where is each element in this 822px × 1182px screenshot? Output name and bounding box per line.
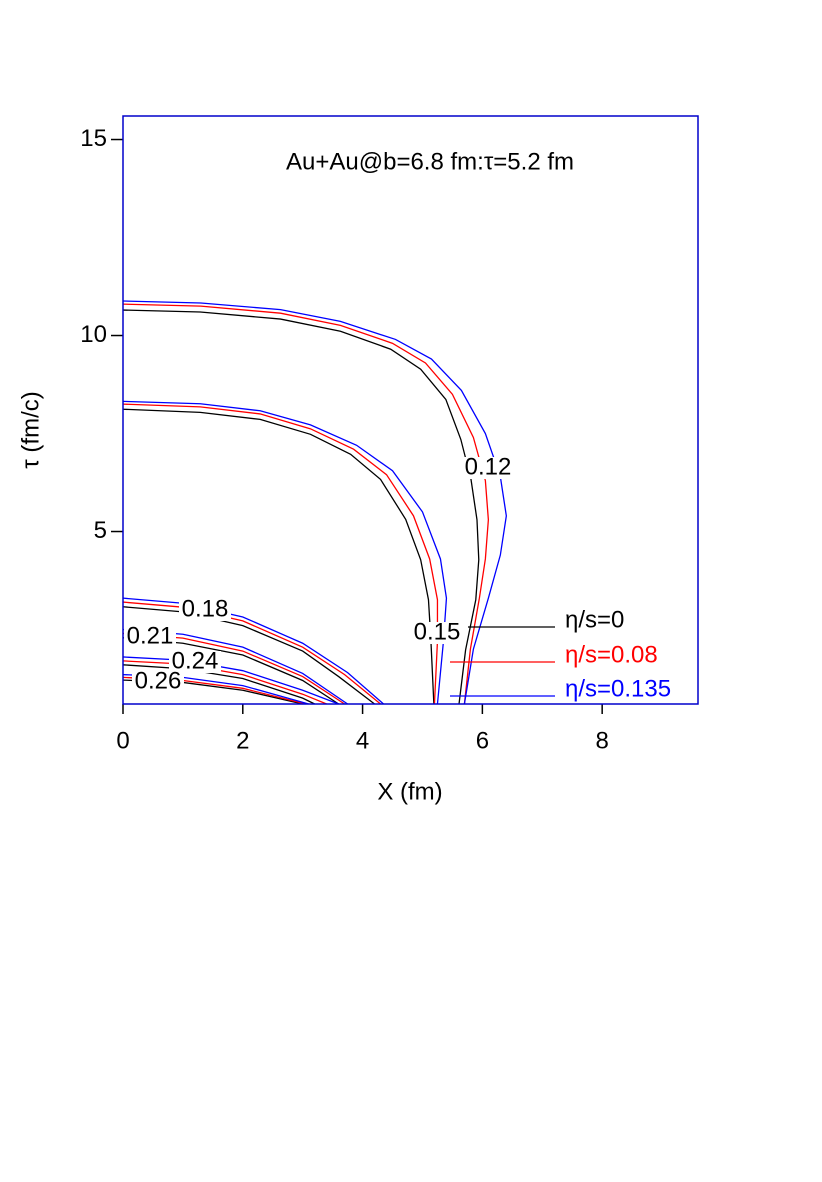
chart-title: Au+Au@b=6.8 fm:τ=5.2 fm [286, 148, 574, 175]
contour-label: 0.18 [182, 595, 229, 622]
contour-line [122, 408, 435, 705]
y-axis-label: τ (fm/c) [17, 391, 44, 468]
plot-frame [122, 115, 699, 705]
contour-line [122, 664, 315, 705]
legend-label: η/s=0 [565, 606, 624, 633]
contour-label-bg [462, 457, 514, 479]
contour-line [122, 400, 448, 705]
contour-line [122, 601, 381, 705]
contour-label-bg [169, 651, 221, 673]
contour-line [122, 606, 375, 705]
contour-line [122, 656, 339, 705]
x-tick-label: 2 [236, 727, 249, 754]
contour-line [122, 403, 439, 705]
contour-label-bg [124, 626, 176, 648]
y-tick-label: 10 [80, 321, 107, 348]
contour-label: 0.15 [414, 618, 461, 645]
legend-label: η/s=0.135 [565, 675, 671, 702]
contour-line [122, 309, 480, 705]
x-tick-label: 4 [356, 727, 369, 754]
contour-label-bg [132, 671, 184, 693]
contour-label: 0.26 [135, 667, 182, 694]
y-tick-label: 5 [94, 517, 107, 544]
x-tick-label: 8 [595, 727, 608, 754]
contour-line [122, 303, 490, 705]
legend-label: η/s=0.08 [565, 641, 658, 668]
contour-label: 0.12 [465, 453, 512, 480]
x-tick-label: 0 [116, 727, 129, 754]
contour-label: 0.24 [172, 647, 219, 674]
contour-label: 0.21 [127, 622, 174, 649]
contour-line [122, 597, 384, 705]
contour-label-bg [179, 599, 231, 621]
contour-line [122, 300, 507, 705]
contour-label-bg [411, 622, 463, 644]
y-tick-label: 15 [80, 125, 107, 152]
contour-line [122, 660, 327, 705]
x-tick-label: 6 [476, 727, 489, 754]
x-axis-label: X (fm) [377, 778, 442, 805]
